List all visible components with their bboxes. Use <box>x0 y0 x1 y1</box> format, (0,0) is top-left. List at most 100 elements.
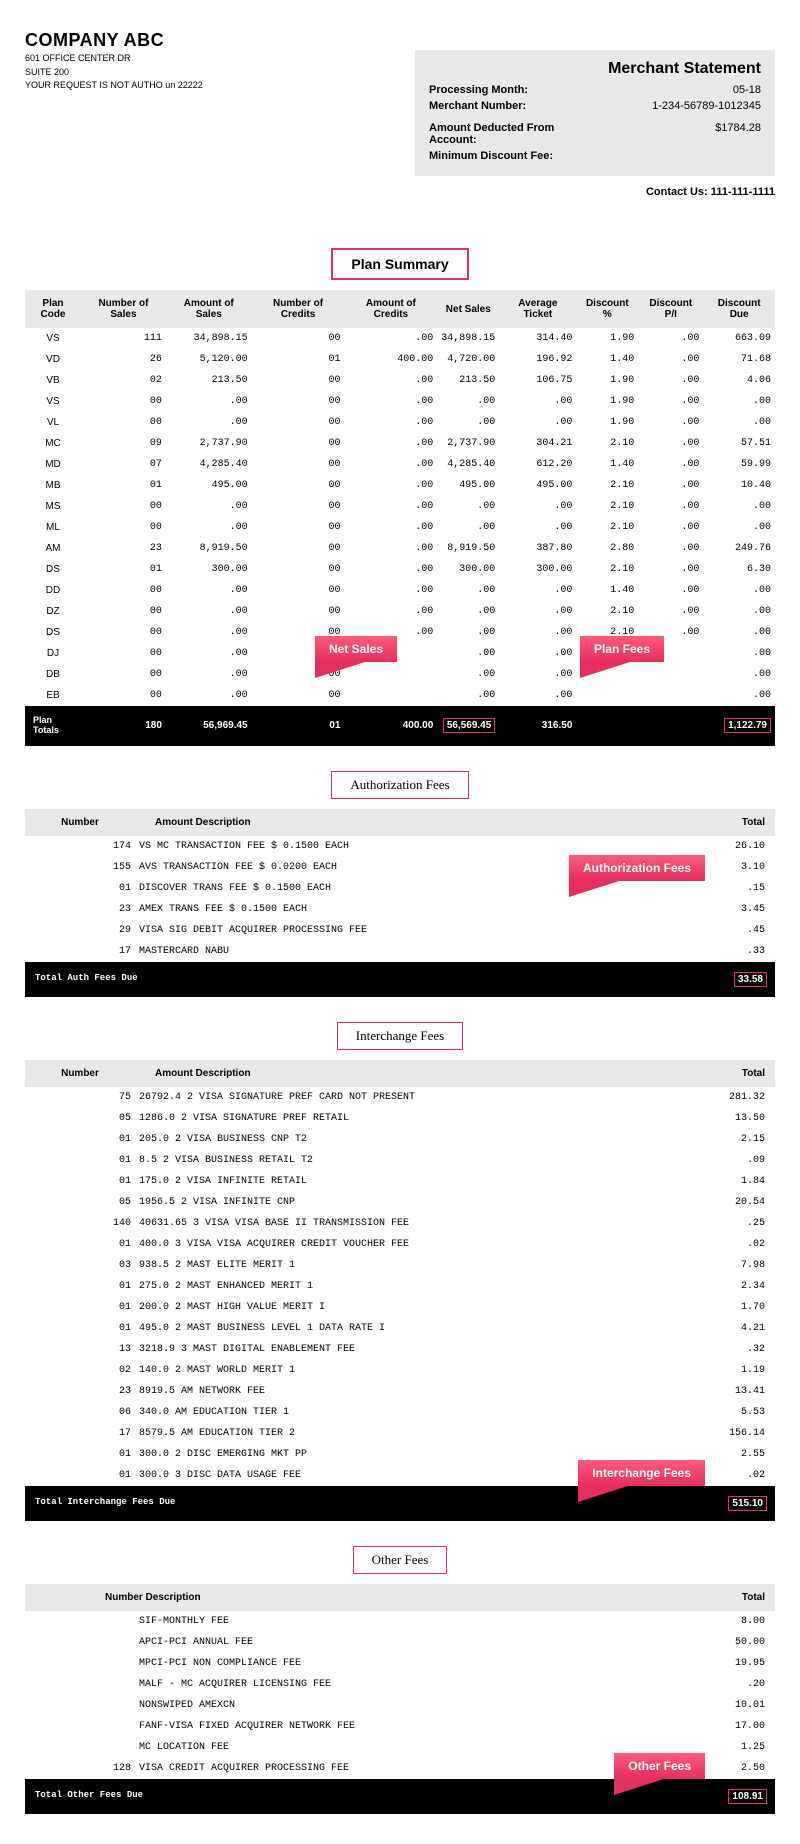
company-addr3: YOUR REQUEST IS NOT AUTHO un 22222 <box>25 80 203 92</box>
table-row: DB00.0000.00.00.00 <box>25 664 775 685</box>
table-row: VL00.0000.00.00.001.90.00.00 <box>25 412 775 433</box>
merchant-number-label: Merchant Number: <box>429 100 526 112</box>
company-addr2: SUITE 200 <box>25 67 203 79</box>
table-row: 01205.0 2 VISA BUSINESS CNP T22.15 <box>25 1129 775 1150</box>
other-fees-title: Other Fees <box>353 1546 448 1574</box>
table-row: MB01495.0000.00495.00495.002.10.0010.40 <box>25 475 775 496</box>
other-fees-section: Other Fees Number Description Total SIF-… <box>25 1546 775 1814</box>
callout-auth-fees: Authorization Fees <box>569 855 705 881</box>
table-row: 02140.0 2 MAST WORLD MERIT 11.19 <box>25 1360 775 1381</box>
table-row: FANF-VISA FIXED ACQUIRER NETWORK FEE17.0… <box>25 1716 775 1737</box>
table-row: MS00.0000.00.00.002.10.00.00 <box>25 496 775 517</box>
table-row: 133218.9 3 MAST DIGITAL ENABLEMENT FEE.3… <box>25 1339 775 1360</box>
other-head-desc: Number Description <box>25 1584 695 1611</box>
table-row: 23AMEX TRANS FEE $ 0.1500 EACH3.45 <box>25 899 775 920</box>
table-row: VD265,120.0001400.004,720.00196.921.40.0… <box>25 349 775 370</box>
company-block: COMPANY ABC 601 OFFICE CENTER DR SUITE 2… <box>25 30 203 92</box>
table-row: MPCI-PCI NON COMPLIANCE FEE19.95 <box>25 1653 775 1674</box>
statement-box: Merchant Statement Processing Month: 05-… <box>415 50 775 176</box>
callout-other-fees: Other Fees <box>614 1753 705 1779</box>
inter-head-total: Total <box>695 1060 775 1087</box>
table-row: 01175.0 2 VISA INFINITE RETAIL1.84 <box>25 1171 775 1192</box>
processing-month-label: Processing Month: <box>429 84 528 96</box>
table-row: 051286.0 2 VISA SIGNATURE PREF RETAIL13.… <box>25 1108 775 1129</box>
table-row: VS11134,898.1500.0034,898.15314.401.90.0… <box>25 328 775 349</box>
table-row: 01275.0 2 MAST ENHANCED MERIT 12.34 <box>25 1276 775 1297</box>
plan-head-1: Number of Sales <box>81 290 166 328</box>
totals-row: Total Auth Fees Due33.58 <box>25 962 775 997</box>
interchange-fees-section: Interchange Fees Number Amount Descripti… <box>25 1022 775 1521</box>
plan-head-2: Amount of Sales <box>166 290 252 328</box>
interchange-fees-title: Interchange Fees <box>337 1022 463 1050</box>
table-row: VB02213.5000.00213.50106.751.90.004.06 <box>25 370 775 391</box>
plan-head-6: Average Ticket <box>499 290 576 328</box>
table-row: 01DISCOVER TRANS FEE $ 0.1500 EACH.15 <box>25 878 775 899</box>
callout-interchange-fees: Interchange Fees <box>578 1460 705 1486</box>
plan-summary-title: Plan Summary <box>331 248 468 280</box>
amount-deducted-value: $1784.28 <box>715 122 761 146</box>
table-row: NONSWIPED AMEXCN10.01 <box>25 1695 775 1716</box>
table-row: 238919.5 AM NETWORK FEE13.41 <box>25 1381 775 1402</box>
table-row: 174VS MC TRANSACTION FEE $ 0.1500 EACH26… <box>25 836 775 857</box>
totals-row: Total Interchange Fees Due515.10 <box>25 1486 775 1521</box>
company-name: COMPANY ABC <box>25 30 203 51</box>
table-row: 01200.0 2 MAST HIGH VALUE MERIT I1.70 <box>25 1297 775 1318</box>
table-row: EB00.0000.00.00.00 <box>25 685 775 706</box>
plan-head-4: Amount of Credits <box>344 290 437 328</box>
statement-title: Merchant Statement <box>429 60 761 78</box>
table-row: 051956.5 2 VISA INFINITE CNP20.54 <box>25 1192 775 1213</box>
table-row: 03938.5 2 MAST ELITE MERIT 17.98 <box>25 1255 775 1276</box>
plan-summary-section: Plan Summary Plan CodeNumber of SalesAmo… <box>25 248 775 746</box>
other-head-total: Total <box>695 1584 775 1611</box>
company-addr1: 601 OFFICE CENTER DR <box>25 53 203 65</box>
auth-fees-table: Number Amount Description Total 174VS MC… <box>25 809 775 997</box>
plan-head-5: Net Sales <box>437 290 499 328</box>
table-row: DD00.0000.00.00.001.40.00.00 <box>25 580 775 601</box>
auth-fees-title: Authorization Fees <box>331 771 468 799</box>
header: COMPANY ABC 601 OFFICE CENTER DR SUITE 2… <box>25 30 775 198</box>
auth-head-number: Number <box>25 809 135 836</box>
merchant-number-value: 1-234-56789-1012345 <box>652 100 761 112</box>
amount-deducted-label: Amount Deducted From Account: <box>429 122 589 146</box>
table-row: SIF-MONTHLY FEE8.00 <box>25 1611 775 1632</box>
plan-head-3: Number of Credits <box>252 290 345 328</box>
table-row: MD074,285.4000.004,285.40612.201.40.0059… <box>25 454 775 475</box>
inter-head-desc: Amount Description <box>135 1060 695 1087</box>
statement-page: COMPANY ABC 601 OFFICE CENTER DR SUITE 2… <box>0 0 800 1844</box>
statement-block: Merchant Statement Processing Month: 05-… <box>415 30 775 198</box>
table-row: 29VISA SIG DEBIT ACQUIRER PROCESSING FEE… <box>25 920 775 941</box>
contact-label: Contact Us: <box>646 186 708 198</box>
table-row: VS00.0000.00.00.001.90.00.00 <box>25 391 775 412</box>
table-row: AM238,919.5000.008,919.50387.802.80.0024… <box>25 538 775 559</box>
table-row: 01495.0 2 MAST BUSINESS LEVEL 1 DATA RAT… <box>25 1318 775 1339</box>
interchange-fees-table: Number Amount Description Total 7526792.… <box>25 1060 775 1521</box>
auth-head-total: Total <box>695 809 775 836</box>
table-row: 17MASTERCARD NABU.33 <box>25 941 775 962</box>
processing-month-value: 05-18 <box>733 84 761 96</box>
min-discount-label: Minimum Discount Fee: <box>429 150 553 162</box>
plan-totals-row: PlanTotals18056,969.4501400.0056,569.453… <box>25 706 775 746</box>
callout-net-sales: Net Sales <box>315 636 397 662</box>
contact-us: Contact Us: 111-111-1111 <box>415 186 775 198</box>
table-row: DS01300.0000.00300.00300.002.10.006.30 <box>25 559 775 580</box>
table-row: 06340.0 AM EDUCATION TIER 15.53 <box>25 1402 775 1423</box>
table-row: MALF - MC ACQUIRER LICENSING FEE.20 <box>25 1674 775 1695</box>
table-row: ML00.0000.00.00.002.10.00.00 <box>25 517 775 538</box>
table-row: 7526792.4 2 VISA SIGNATURE PREF CARD NOT… <box>25 1087 775 1108</box>
table-row: DZ00.0000.00.00.002.10.00.00 <box>25 601 775 622</box>
plan-head-9: Discount Due <box>703 290 775 328</box>
auth-fees-section: Authorization Fees Number Amount Descrip… <box>25 771 775 997</box>
table-row: 018.5 2 VISA BUSINESS RETAIL T2.09 <box>25 1150 775 1171</box>
plan-head-0: Plan Code <box>25 290 81 328</box>
auth-head-desc: Amount Description <box>135 809 695 836</box>
inter-head-number: Number <box>25 1060 135 1087</box>
table-row: APCI-PCI ANNUAL FEE50.00 <box>25 1632 775 1653</box>
table-row: 01400.0 3 VISA VISA ACQUIRER CREDIT VOUC… <box>25 1234 775 1255</box>
plan-head-7: Discount % <box>576 290 638 328</box>
table-row: MC092,737.9000.002,737.90304.212.10.0057… <box>25 433 775 454</box>
callout-plan-fees: Plan Fees <box>580 636 664 662</box>
plan-summary-table: Plan CodeNumber of SalesAmount of SalesN… <box>25 290 775 746</box>
table-row: 178579.5 AM EDUCATION TIER 2156.14 <box>25 1423 775 1444</box>
table-row: 14040631.65 3 VISA VISA BASE II TRANSMIS… <box>25 1213 775 1234</box>
plan-head-8: Discount P/I <box>638 290 703 328</box>
